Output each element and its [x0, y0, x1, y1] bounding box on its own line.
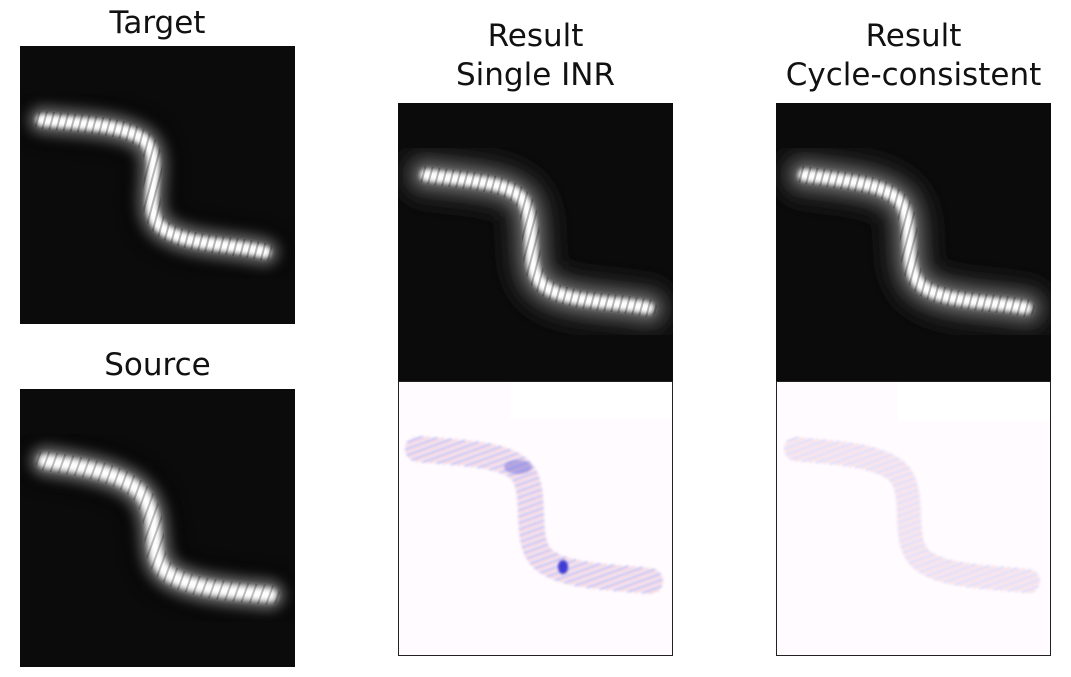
cycle-difference-map: [776, 381, 1051, 656]
single-inr-difference-map: [398, 381, 673, 656]
source-title: Source: [104, 347, 211, 383]
cycle-result-image: [776, 103, 1051, 381]
cycle-diff-residual: [784, 437, 1040, 593]
single-inr-result-image: [398, 103, 673, 381]
single-inr-diff-residual: [405, 436, 663, 594]
target-image: [20, 46, 295, 324]
cycle-title-line2: Cycle-consistent: [785, 57, 1042, 93]
target-title: Target: [109, 5, 206, 41]
source-image: [20, 389, 295, 667]
cycle-title-line1: Result: [865, 18, 962, 54]
single-inr-title-line2: Single INR: [455, 57, 616, 93]
single-inr-title-line1: Result: [487, 18, 584, 54]
